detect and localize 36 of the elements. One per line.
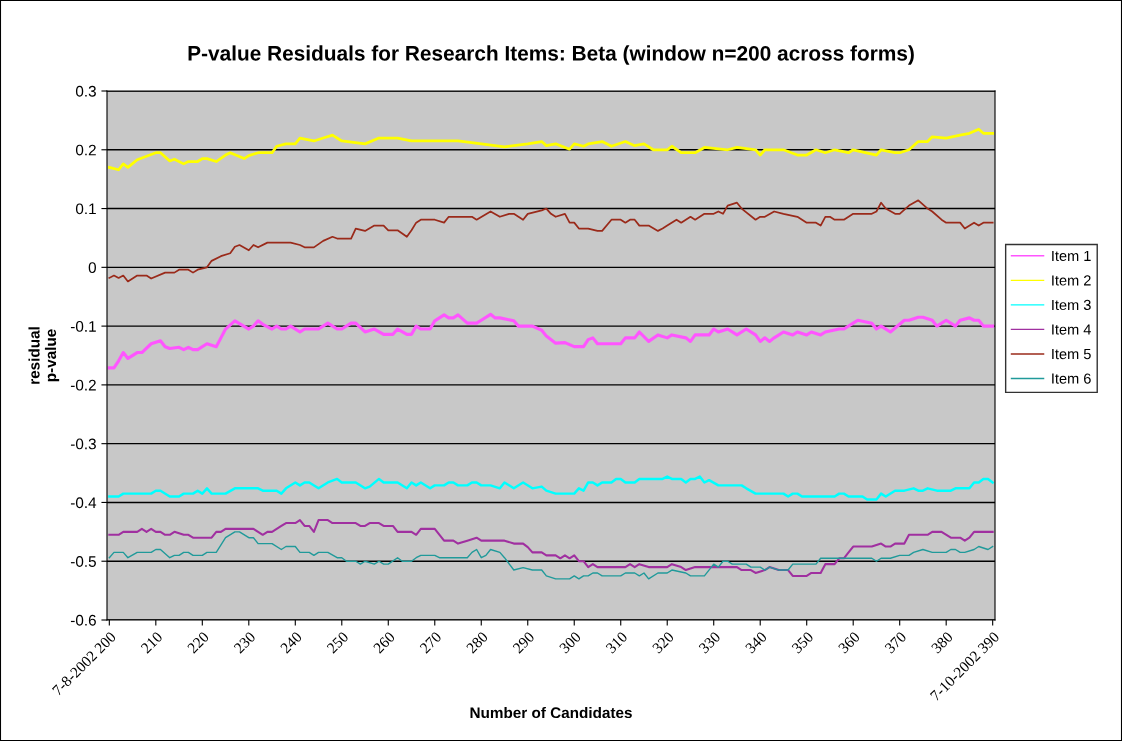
x-tick-label: 300 xyxy=(558,631,582,654)
x-tick-label: 370 xyxy=(884,631,907,654)
legend-label: Item 4 xyxy=(1052,324,1091,335)
x-tick-label: 290 xyxy=(512,631,535,654)
x-tick-label: 360 xyxy=(837,631,861,654)
x-tick-label: 320 xyxy=(651,631,675,654)
x-tick-label: 240 xyxy=(279,631,303,654)
y-tick-label: 0.1 xyxy=(75,203,96,215)
y-axis-title: residual p-value xyxy=(28,327,60,384)
y-tick-label: -0.5 xyxy=(70,556,96,567)
x-tick-label: 340 xyxy=(744,631,768,654)
x-tick-label: 330 xyxy=(698,631,721,654)
x-axis-title: Number of Candidates xyxy=(470,706,632,719)
y-tick-label: 0 xyxy=(88,262,96,274)
x-tick-label: 280 xyxy=(465,631,489,654)
y-tick-label: 0.2 xyxy=(75,144,96,156)
x-tick-label: 270 xyxy=(419,631,442,654)
x-tick-label: 260 xyxy=(372,631,396,654)
y-tick-label: -0.1 xyxy=(70,320,96,332)
x-tick-label: 220 xyxy=(186,631,210,654)
legend-label: Item 1 xyxy=(1052,250,1091,262)
legend-label: Item 5 xyxy=(1052,349,1091,360)
y-tick-label: 0.3 xyxy=(75,85,96,97)
x-tick-label: 250 xyxy=(326,631,349,654)
chart-title: P-value Residuals for Research Items: Beta (window n=200 across forms) xyxy=(188,45,914,65)
x-tick-label: 230 xyxy=(233,631,256,654)
x-tick-label: 210 xyxy=(140,631,164,654)
legend-label: Item 3 xyxy=(1052,299,1091,311)
x-tick-label: 310 xyxy=(605,631,628,654)
y-tick-label: -0.3 xyxy=(70,438,96,450)
y-tick-label: -0.4 xyxy=(70,497,97,509)
legend-label: Item 2 xyxy=(1052,275,1091,286)
y-tick-label: -0.6 xyxy=(70,614,96,626)
legend-label: Item 6 xyxy=(1052,373,1091,384)
y-tick-label: -0.2 xyxy=(70,379,96,391)
x-tick-label: 350 xyxy=(791,631,814,654)
